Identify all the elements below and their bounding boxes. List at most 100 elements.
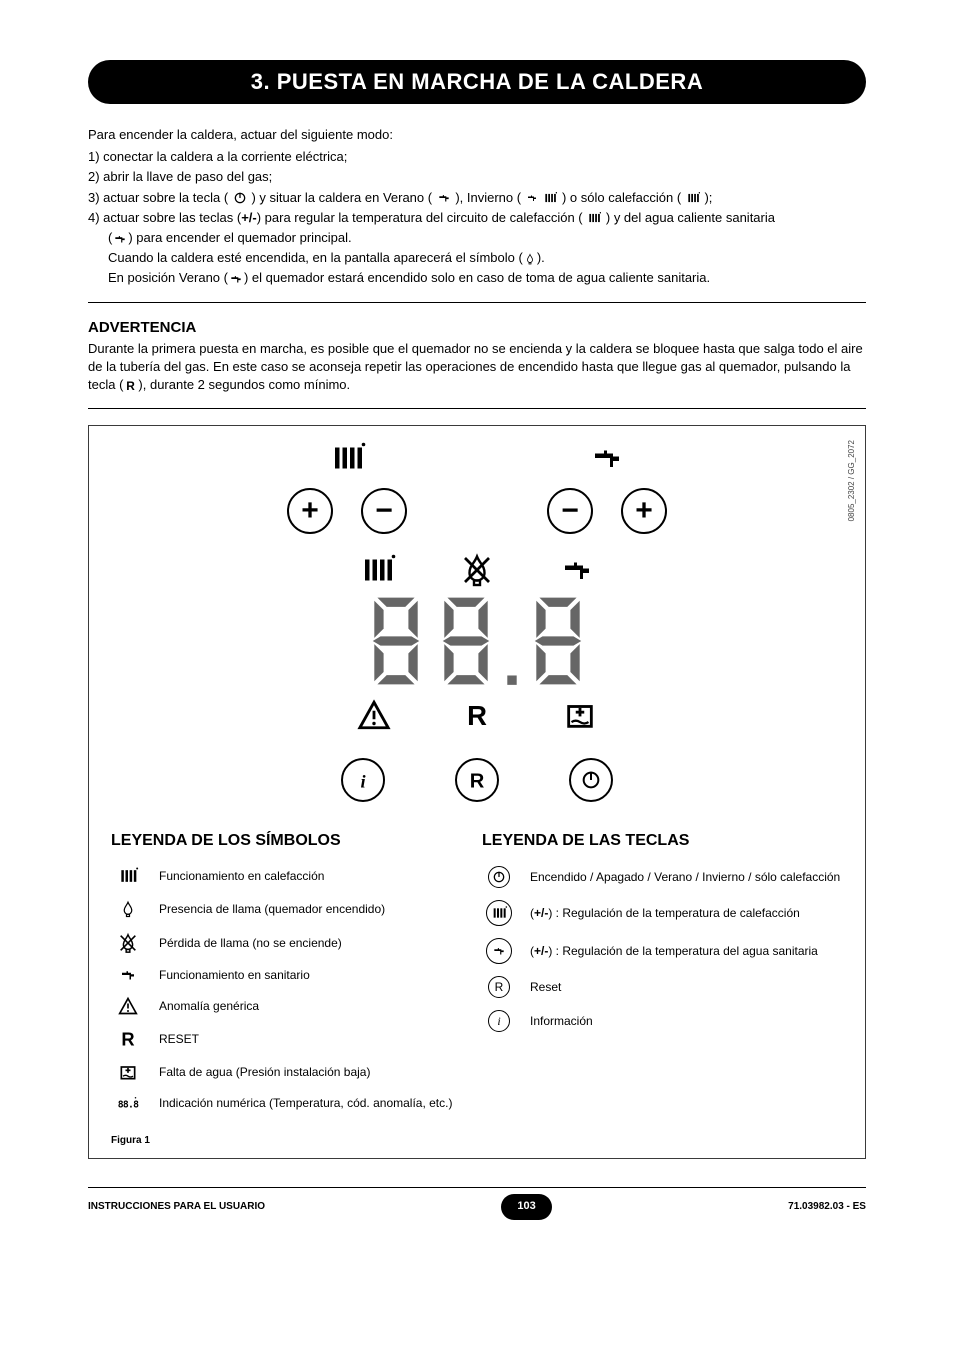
warning-block: ADVERTENCIA Durante la primera puesta en… <box>88 317 866 395</box>
reset-icon <box>118 1028 138 1050</box>
legend-label: Funcionamiento en sanitario <box>159 967 310 984</box>
step-3-text-c: ), Invierno ( <box>455 190 521 205</box>
tap-icon <box>579 440 635 476</box>
flame-icon <box>119 898 137 920</box>
tap-icon <box>113 232 127 246</box>
power-icon <box>492 870 506 884</box>
digit-icon <box>435 594 497 688</box>
step-4-text-d2: ) para encender el quemador principal. <box>128 230 351 245</box>
reset-icon <box>462 698 492 732</box>
info-button[interactable] <box>341 758 385 802</box>
legend-row-info-key: i Información <box>482 1010 843 1032</box>
heating-minus-button[interactable]: − <box>361 488 407 534</box>
step-3-text-b: ) y situar la caldera en Verano ( <box>251 190 432 205</box>
legend-row-power-key: Encendido / Apagado / Verano / Invierno … <box>482 866 843 888</box>
tap-icon <box>490 944 508 958</box>
legend-row-numeric: Indicación numérica (Temperatura, cód. a… <box>111 1094 472 1112</box>
legend-label: (+/-) : Regulación de la temperatura del… <box>530 943 818 960</box>
tap-icon <box>555 552 599 588</box>
legend-row-noflame: Pérdida de llama (no se enciende) <box>111 932 472 954</box>
heating-control-group: + − <box>287 440 407 534</box>
section-header: 3. PUESTA EN MARCHA DE LA CALDERA <box>88 60 866 104</box>
step-3: 3) actuar sobre la tecla ( ) y situar la… <box>88 189 866 207</box>
numeric-icon <box>113 1094 143 1112</box>
legend-label: Información <box>530 1013 593 1030</box>
radiator-icon <box>686 191 700 205</box>
step-4-text-a: 4) actuar sobre las teclas ( <box>88 210 241 225</box>
warning-icon <box>117 996 139 1016</box>
warning-title: ADVERTENCIA <box>88 317 866 338</box>
info-icon <box>352 769 374 791</box>
legend-symbols-title: LEYENDA DE LOS SÍMBOLOS <box>111 830 472 852</box>
dhw-plus-button[interactable]: + <box>621 488 667 534</box>
step-4-text-e2: ). <box>537 250 545 265</box>
footer-right: 71.03982.03 - ES <box>788 1200 866 1214</box>
power-icon <box>233 191 247 205</box>
digit-icon <box>365 594 427 688</box>
page-number: 103 <box>501 1194 551 1219</box>
legend-label: Falta de agua (Presión instalación baja) <box>159 1064 370 1081</box>
step-4-text-f2: ) el quemador estará encendido solo en c… <box>244 270 710 285</box>
step-2: 2) abrir la llave de paso del gas; <box>88 168 866 186</box>
legend-row-anomaly: Anomalía genérica <box>111 996 472 1016</box>
dhw-minus-button[interactable]: − <box>547 488 593 534</box>
figure-1: 0805_2302 / GG_2072 + − − + <box>88 425 866 1159</box>
tap-icon <box>437 191 451 205</box>
legend-row-dhw-key: (+/-) : Regulación de la temperatura del… <box>482 938 843 964</box>
intro-text: Para encender la caldera, actuar del sig… <box>88 126 866 144</box>
reset-button[interactable] <box>455 758 499 802</box>
no-flame-icon <box>459 552 495 588</box>
legend-row-heat-key: (+/-) : Regulación de la temperatura de … <box>482 900 843 926</box>
legend-label: Indicación numérica (Temperatura, cód. a… <box>159 1095 452 1112</box>
legends: LEYENDA DE LOS SÍMBOLOS Funcionamiento e… <box>111 830 843 1124</box>
legend-row-reset-key: R Reset <box>482 976 843 998</box>
legend-label: Reset <box>530 979 561 996</box>
step-4-text-b: ) para regular la temperatura del circui… <box>257 210 583 225</box>
water-icon <box>562 698 598 732</box>
step-4-text-c: ) y del agua caliente sanitaria <box>606 210 775 225</box>
control-row: + − − + <box>111 440 843 534</box>
step-4-text-e1: Cuando la caldera esté encendida, en la … <box>108 250 523 265</box>
radiator-icon <box>319 440 375 476</box>
figure-label: Figura 1 <box>111 1134 843 1148</box>
tap-icon <box>526 192 538 204</box>
power-icon <box>580 769 602 791</box>
step-4-text-f1: En posición Verano ( <box>108 270 228 285</box>
plus-minus: +/- <box>534 906 548 920</box>
legend-keys: LEYENDA DE LAS TECLAS Encendido / Apagad… <box>482 830 843 1124</box>
seven-segment-display <box>365 594 589 688</box>
step-3-text-e: ); <box>704 190 712 205</box>
legend-label: Presencia de llama (quemador encendido) <box>159 901 385 918</box>
reset-icon <box>124 379 137 392</box>
legend-row-heating: Funcionamiento en calefacción <box>111 866 472 886</box>
radiator-icon <box>543 191 557 205</box>
step-1: 1) conectar la caldera a la corriente el… <box>88 148 866 166</box>
heating-plus-button[interactable]: + <box>287 488 333 534</box>
legend-label: (+/-) : Regulación de la temperatura de … <box>530 905 800 922</box>
legend-row-reset: RESET <box>111 1028 472 1050</box>
step-4-line4: En posición Verano ( ) el quemador estará… <box>88 269 866 287</box>
step-4-text-d1: ( <box>108 230 112 245</box>
legend-row-water: Falta de agua (Presión instalación baja) <box>111 1062 472 1082</box>
divider <box>88 302 866 303</box>
legend-symbols: LEYENDA DE LOS SÍMBOLOS Funcionamiento e… <box>111 830 472 1124</box>
flame-icon <box>524 253 536 265</box>
power-button[interactable] <box>569 758 613 802</box>
warning-text-b: ), durante 2 segundos como mínimo. <box>138 377 350 392</box>
digit-icon <box>527 594 589 688</box>
step-3-text-a: 3) actuar sobre la tecla ( <box>88 190 228 205</box>
t: ) : Regulación de la temperatura de cale… <box>548 906 799 920</box>
warning-icon <box>356 698 392 732</box>
dhw-control-group: − + <box>547 440 667 534</box>
plus-minus: +/- <box>534 944 548 958</box>
legend-label: Anomalía genérica <box>159 998 259 1015</box>
legend-label: RESET <box>159 1031 199 1048</box>
radiator-icon <box>490 905 508 921</box>
dot-icon <box>505 594 519 688</box>
legend-label: Encendido / Apagado / Verano / Invierno … <box>530 869 840 886</box>
step-3-text-d: ) o sólo calefacción ( <box>562 190 681 205</box>
tap-icon <box>116 966 140 984</box>
radiator-icon <box>116 866 140 886</box>
step-4-line2: ( ) para encender el quemador principal. <box>88 229 866 247</box>
legend-label: Funcionamiento en calefacción <box>159 868 324 885</box>
